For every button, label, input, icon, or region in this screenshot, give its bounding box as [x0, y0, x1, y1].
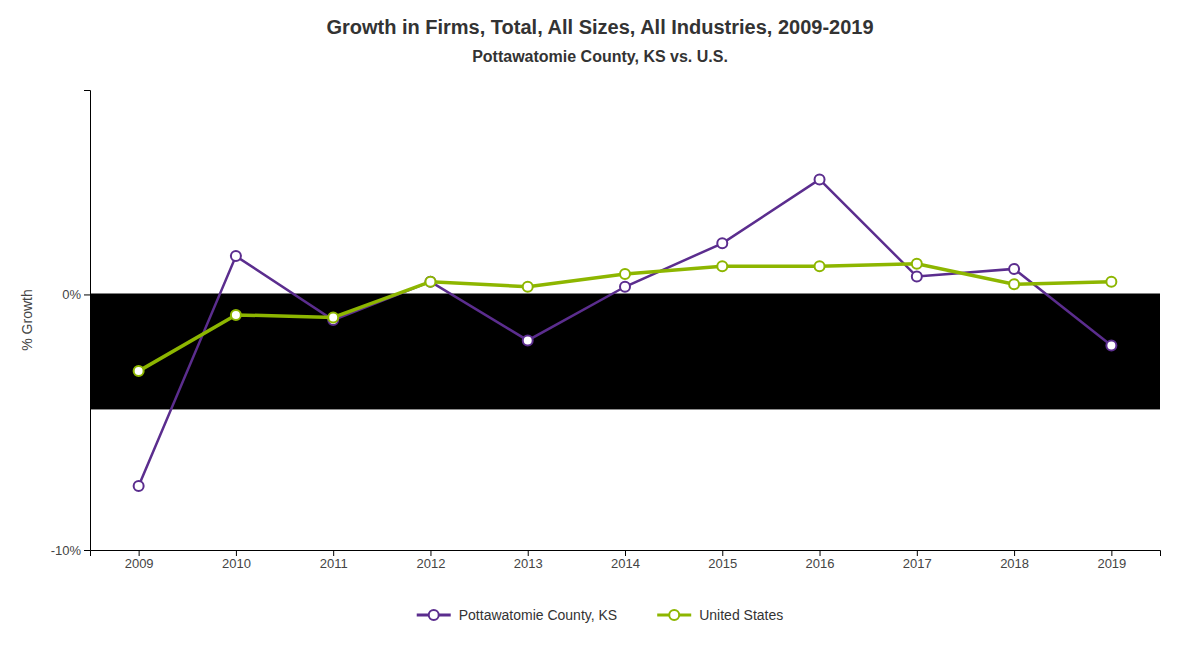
zero-line — [90, 293, 1160, 295]
x-tick-label: 2010 — [222, 556, 251, 571]
x-tick-mark — [139, 550, 140, 556]
point — [717, 261, 727, 271]
y-tick: 0% — [62, 287, 90, 302]
subtitle: Pottawatomie County, KS vs. U.S. — [472, 48, 728, 65]
series-markers — [134, 259, 1117, 376]
title: Growth in Firms, Total, All Sizes, All I… — [326, 16, 873, 38]
x-tick-mark — [625, 550, 626, 556]
point — [620, 269, 630, 279]
point — [134, 481, 144, 491]
legend: Pottawatomie County, KS United States — [417, 607, 784, 623]
point — [912, 259, 922, 269]
x-tick-label: 2014 — [611, 556, 640, 571]
x-tick-label: 2011 — [320, 556, 348, 571]
x-tick-mark — [917, 550, 918, 556]
series-line — [139, 264, 1112, 371]
x-tick-mark — [1111, 550, 1112, 556]
x-tick-label: 2016 — [806, 556, 835, 571]
x-tick: 2010 — [222, 550, 251, 571]
x-tick: 2019 — [1097, 550, 1126, 571]
x-tick-mark — [528, 550, 529, 556]
x-tick: 2014 — [611, 550, 640, 571]
point — [620, 282, 630, 292]
x-tick: 2009 — [125, 550, 154, 571]
point — [328, 312, 338, 322]
x-tick-label: 2012 — [416, 556, 445, 571]
y-tick-label: -10% — [51, 543, 82, 558]
x-tick: 2016 — [806, 550, 835, 571]
legend-item: Pottawatomie County, KS — [417, 607, 617, 623]
y-tick-mark — [84, 550, 90, 551]
point — [1009, 279, 1019, 289]
point — [231, 310, 241, 320]
x-tick: 2013 — [514, 550, 543, 571]
x-axis: 2009 2010 2011 2012 2013 2014 2015 2016 2017 2018… — [91, 550, 1161, 571]
x-axis-line — [91, 551, 1161, 557]
point — [815, 261, 825, 271]
x-tick-label: 2017 — [903, 556, 932, 571]
point — [425, 277, 435, 287]
x-tick: 2017 — [903, 550, 932, 571]
x-tick-mark — [333, 550, 334, 556]
y-axis-title: % Growth — [19, 289, 35, 350]
x-tick-label: 2019 — [1097, 556, 1126, 571]
point — [425, 277, 435, 287]
point — [717, 238, 727, 248]
y-axis-line — [84, 91, 91, 551]
series-markers — [134, 174, 1117, 491]
x-tick: 2012 — [416, 550, 445, 571]
x-tick-mark — [722, 550, 723, 556]
x-tick-label: 2013 — [514, 556, 543, 571]
point — [231, 251, 241, 261]
x-tick-label: 2015 — [708, 556, 737, 571]
chart: Growth in Firms, Total, All Sizes, All I… — [0, 0, 1200, 650]
legend-label: Pottawatomie County, KS — [459, 607, 617, 623]
y-tick-mark — [84, 294, 90, 295]
x-tick-label: 2009 — [125, 556, 154, 571]
x-tick-mark — [236, 550, 237, 556]
series-line — [139, 179, 1112, 486]
point — [523, 335, 533, 345]
x-tick-label: 2018 — [1000, 556, 1029, 571]
y-tick: -10% — [51, 543, 90, 558]
plot-area: 2009 2010 2011 2012 2013 2014 2015 2016 2017 2018… — [19, 91, 1161, 572]
point — [815, 174, 825, 184]
legend-marker — [669, 610, 679, 620]
point — [1106, 277, 1116, 287]
x-tick: 2015 — [708, 550, 737, 571]
point — [134, 366, 144, 376]
y-axis: -10% 0% — [51, 91, 91, 558]
point — [1009, 264, 1019, 274]
x-tick: 2018 — [1000, 550, 1029, 571]
legend-marker — [429, 610, 439, 620]
legend-item: United States — [657, 607, 783, 623]
point — [523, 282, 533, 292]
x-tick-mark — [1014, 550, 1015, 556]
band — [90, 294, 1160, 409]
point — [912, 272, 922, 282]
legend-label: United States — [699, 607, 783, 623]
x-tick: 2011 — [320, 550, 348, 571]
point — [1106, 341, 1116, 351]
y-tick-label: 0% — [62, 287, 81, 302]
plot-marks — [90, 174, 1160, 491]
x-tick-mark — [430, 550, 431, 556]
x-tick-mark — [820, 550, 821, 556]
